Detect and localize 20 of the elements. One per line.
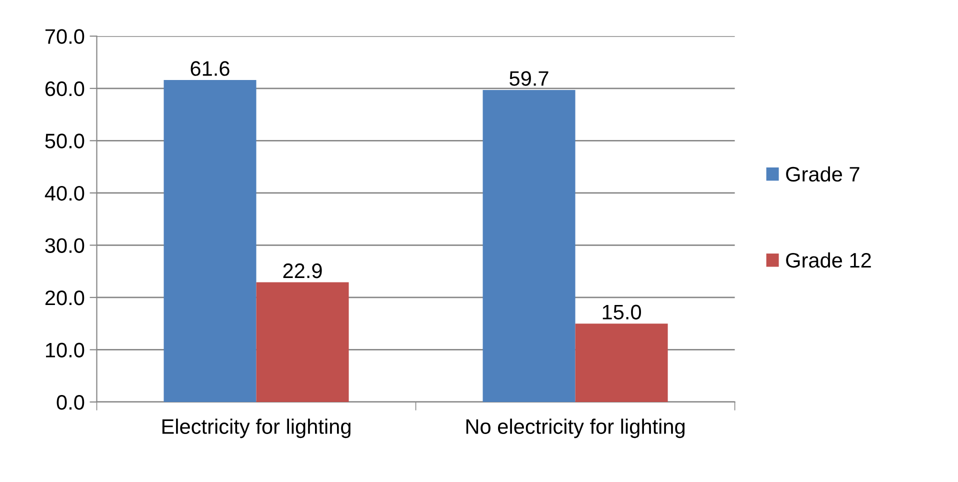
y-tick-label: 70.0 <box>45 29 84 44</box>
bar <box>575 324 668 402</box>
y-tick-label: 0.0 <box>56 394 84 410</box>
bar <box>482 90 576 402</box>
legend-label: Grade 12 <box>786 252 871 268</box>
y-tick-label: 30.0 <box>45 238 84 253</box>
bar <box>256 282 349 402</box>
x-tick-label: No electricity for lighting <box>466 418 685 438</box>
y-tick-label: 20.0 <box>45 290 84 306</box>
data-label: 61.6 <box>190 61 230 76</box>
data-label: 59.7 <box>510 71 548 86</box>
y-tick-label: 60.0 <box>45 81 84 96</box>
legend-label: Grade 7 <box>786 166 860 182</box>
x-tick-label: Electricity for lighting <box>162 418 350 438</box>
y-tick-label: 10.0 <box>46 342 84 358</box>
y-tick-label: 40.0 <box>44 186 84 201</box>
y-tick-label: 50.0 <box>45 134 84 148</box>
data-label: 22.9 <box>283 263 322 278</box>
bar <box>164 80 256 402</box>
data-label: 15.0 <box>602 304 641 320</box>
